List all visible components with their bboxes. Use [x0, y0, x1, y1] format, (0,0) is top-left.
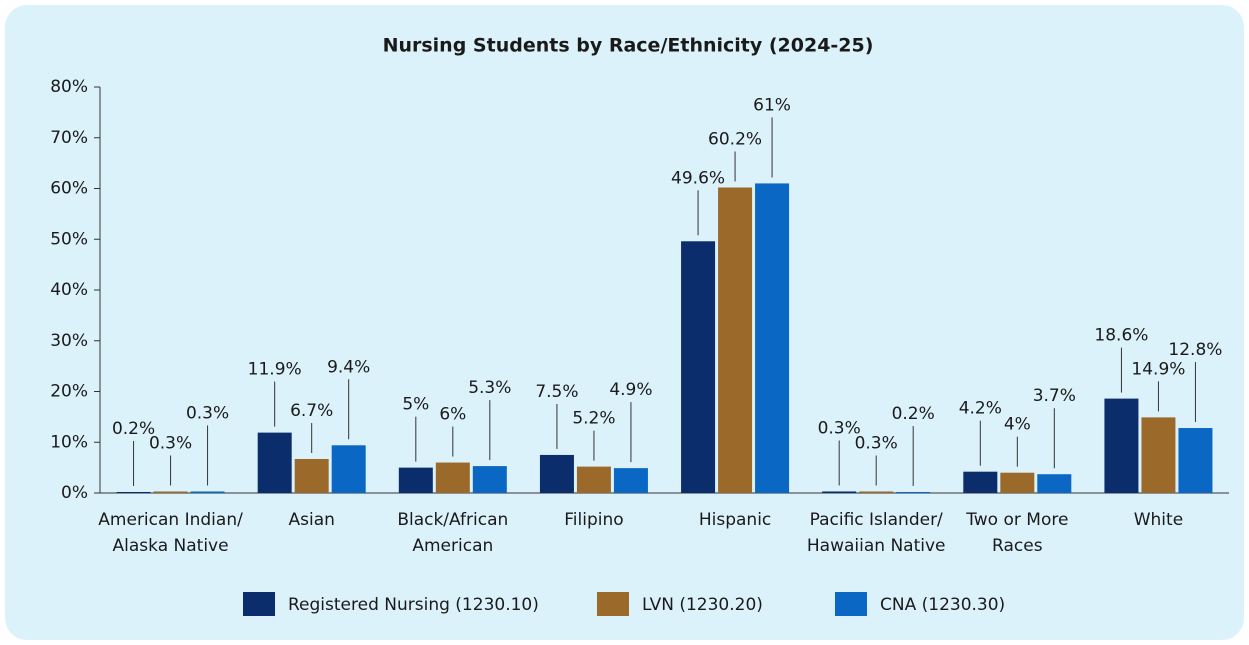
bar: [822, 491, 857, 493]
data-label: 5%: [402, 395, 429, 415]
x-tick-label: Asian: [288, 510, 334, 530]
x-tick-label: Hispanic: [699, 510, 771, 530]
x-tick-label: Two or More Races: [965, 510, 1068, 556]
bar: [153, 491, 188, 493]
bar: [116, 491, 151, 493]
x-tick-label: White: [1134, 510, 1183, 530]
data-label: 61%: [753, 95, 791, 115]
data-label: 5.2%: [572, 409, 615, 429]
data-label: 0.3%: [855, 433, 898, 453]
legend-swatch: [243, 592, 275, 616]
data-label: 9.4%: [327, 357, 370, 377]
bar: [718, 187, 753, 494]
bar: [190, 491, 225, 493]
y-tick-label: 50%: [50, 229, 88, 249]
bar: [681, 241, 716, 493]
data-label: 7.5%: [535, 382, 578, 402]
data-label: 0.3%: [818, 418, 861, 438]
data-label: 11.9%: [248, 360, 302, 380]
bar: [472, 466, 507, 493]
data-label: 5.3%: [468, 378, 511, 398]
data-label: 0.2%: [892, 404, 935, 424]
bar: [576, 466, 611, 493]
legend-swatch: [597, 592, 629, 616]
bar: [1037, 474, 1072, 493]
data-label: 60.2%: [708, 129, 762, 149]
bar: [257, 432, 292, 493]
x-tick-label: Filipino: [564, 510, 623, 530]
data-label: 49.6%: [671, 168, 725, 188]
y-tick-label: 10%: [50, 432, 88, 452]
bar: [963, 471, 998, 493]
y-tick-label: 70%: [50, 128, 88, 148]
data-label: 3.7%: [1033, 386, 1076, 406]
bar: [539, 454, 574, 493]
chart-title: Nursing Students by Race/Ethnicity (2024…: [383, 35, 874, 57]
x-tick-label: Black/African American: [397, 510, 508, 556]
data-label: 4%: [1004, 415, 1031, 435]
y-tick-label: 80%: [50, 77, 88, 97]
data-label: 0.3%: [186, 403, 229, 423]
y-tick-label: 20%: [50, 382, 88, 402]
x-tick-label: Pacific Islander/Hawaiian Native: [807, 510, 946, 556]
legend-label: CNA (1230.30): [880, 595, 1005, 615]
bar: [613, 468, 648, 493]
data-label: 4.9%: [609, 380, 652, 400]
bar: [294, 458, 329, 493]
bar: [435, 462, 470, 493]
bar: [755, 183, 790, 494]
data-label: 18.6%: [1094, 326, 1148, 346]
data-label: 12.8%: [1168, 340, 1222, 360]
y-tick-label: 0%: [61, 483, 88, 503]
bar: [896, 491, 931, 493]
y-tick-label: 30%: [50, 331, 88, 351]
legend-swatch: [835, 592, 867, 616]
data-label: 6%: [439, 405, 466, 425]
data-label: 14.9%: [1131, 359, 1185, 379]
bar: [398, 467, 433, 493]
y-tick-label: 60%: [50, 179, 88, 199]
bar: [859, 491, 894, 493]
legend-label: LVN (1230.20): [642, 595, 763, 615]
bar: [1141, 417, 1176, 493]
data-label: 0.2%: [112, 419, 155, 439]
data-label: 0.3%: [149, 433, 192, 453]
y-tick-label: 40%: [50, 280, 88, 300]
bar: [331, 445, 366, 493]
legend-label: Registered Nursing (1230.10): [288, 595, 539, 615]
data-label: 4.2%: [959, 399, 1002, 419]
bar: [1000, 472, 1035, 493]
bar: [1178, 428, 1213, 493]
bar: [1104, 398, 1139, 493]
data-label: 6.7%: [290, 401, 333, 421]
x-tick-label: American Indian/Alaska Native: [98, 510, 243, 556]
